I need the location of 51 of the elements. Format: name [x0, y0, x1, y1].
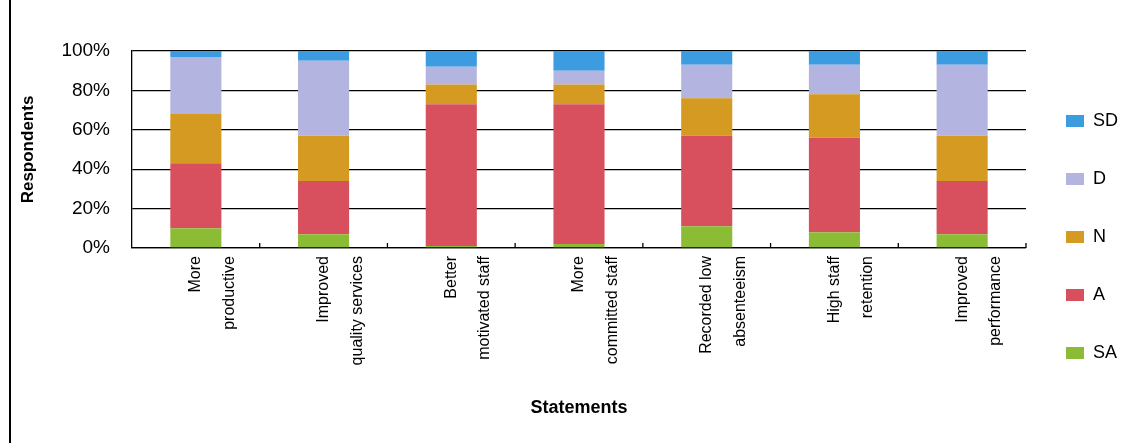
x-tick-label: Improved performance: [952, 255, 1004, 346]
bar: [553, 84, 605, 105]
bar: [170, 51, 222, 57]
bar: [553, 244, 605, 248]
bar: [298, 51, 350, 61]
bar: [553, 70, 605, 85]
legend-label: D: [1093, 167, 1106, 188]
y-tick-label: 0%: [82, 236, 111, 258]
y-tick-label: 20%: [71, 196, 111, 218]
bar: [808, 51, 860, 65]
bar: [808, 94, 860, 138]
bar: [681, 51, 733, 65]
bar: [425, 66, 477, 85]
legend-label: SA: [1093, 341, 1118, 362]
y-tick-label: 100%: [61, 39, 111, 61]
x-tick-label: Recorded low absenteeism: [697, 255, 748, 354]
bar: [298, 135, 350, 182]
bar: [298, 60, 350, 136]
bar: [808, 232, 860, 248]
legend-label: A: [1093, 283, 1106, 304]
bar: [170, 56, 222, 115]
bar: [681, 135, 733, 227]
x-tick-label: High staff retention: [824, 255, 876, 324]
bar: [681, 98, 733, 136]
bar: [425, 84, 477, 105]
x-tick-label: More productive: [186, 255, 237, 330]
bar: [425, 104, 477, 247]
bar: [936, 51, 988, 65]
legend-label: N: [1093, 225, 1106, 246]
y-tick-label: 60%: [71, 118, 111, 140]
bar: [936, 234, 988, 248]
bar: [170, 228, 222, 248]
bar: [425, 51, 477, 67]
bar: [553, 51, 605, 71]
bar: [553, 104, 605, 245]
legend-label: SD: [1093, 109, 1119, 130]
y-tick-label: 80%: [71, 78, 111, 100]
bar: [808, 137, 860, 233]
bar: [936, 181, 988, 235]
bar: [298, 234, 350, 248]
bar: [170, 163, 222, 229]
x-axis-title: Statements: [530, 397, 628, 418]
bar: [808, 64, 860, 95]
bar: [936, 64, 988, 136]
bar: [298, 181, 350, 235]
y-tick-label: 40%: [71, 157, 111, 179]
bar: [681, 226, 733, 248]
y-axis-title: Respondents: [17, 95, 37, 204]
bar: [170, 114, 222, 164]
bar: [681, 64, 733, 99]
bar: [936, 135, 988, 182]
